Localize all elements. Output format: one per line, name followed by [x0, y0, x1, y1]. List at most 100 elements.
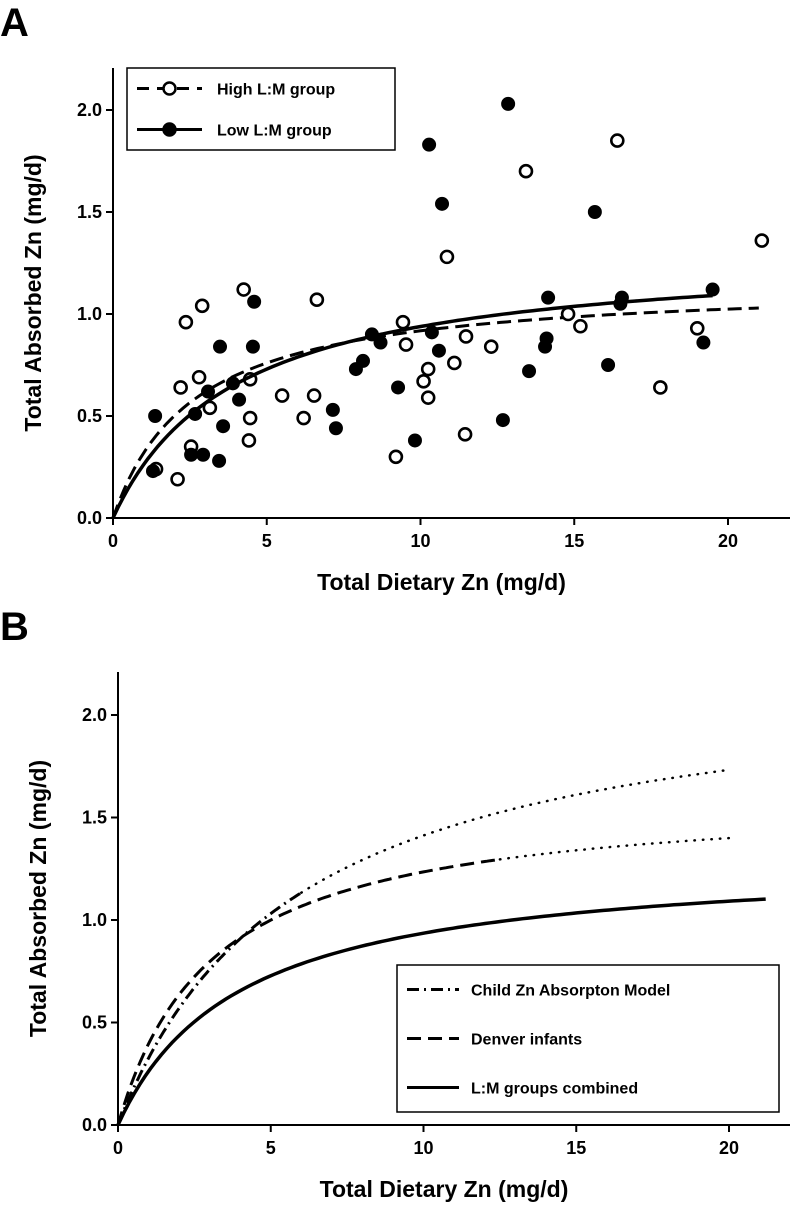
data-point-high-lm: [689, 320, 705, 336]
x-tick-label: 20: [718, 531, 738, 551]
panel-b: B 0 5 10 15 20 0.0 0.5 1.0 1.5 2.0 Total Dietary Zn…: [0, 605, 790, 1202]
data-point-low-lm: [184, 447, 199, 462]
panel-label: B: [0, 605, 29, 649]
data-point-low-lm: [232, 392, 247, 407]
y-tick-label: 0.5: [77, 406, 102, 426]
data-point-low-lm: [705, 282, 720, 297]
x-tick-label: 15: [566, 1138, 586, 1158]
data-point-low-lm: [424, 325, 439, 340]
data-point-high-lm: [754, 233, 770, 248]
data-point-high-lm: [309, 292, 325, 308]
data-point-high-lm: [306, 388, 322, 403]
fit-curve-extrapolated-0: [300, 768, 731, 894]
data-point-low-lm: [587, 205, 602, 219]
y-tick-label: 0.5: [82, 1013, 107, 1033]
data-point-low-lm: [225, 376, 240, 391]
data-point-low-lm: [196, 447, 211, 462]
data-point-high-lm: [420, 361, 436, 377]
x-tick-label: 5: [266, 1138, 276, 1158]
y-tick-label: 1.5: [82, 808, 107, 828]
y-tick-label: 0.0: [82, 1115, 107, 1135]
x-tick-label: 0: [113, 1138, 123, 1158]
data-point-high-lm: [518, 163, 534, 179]
y-tick-label: 1.5: [77, 202, 102, 222]
fit-curve-extrapolated-1: [498, 836, 731, 861]
data-point-high-lm: [170, 471, 185, 487]
data-point-high-lm: [457, 427, 473, 442]
data-point-high-lm: [447, 355, 462, 371]
data-point-low-lm: [325, 402, 340, 417]
data-point-high-lm: [194, 298, 210, 314]
data-point-low-lm: [216, 419, 231, 434]
data-point-low-lm: [696, 335, 711, 350]
data-point-high-lm: [420, 390, 436, 405]
data-point-high-lm: [560, 306, 576, 322]
y-tick-label: 2.0: [82, 705, 107, 725]
y-tick-label: 1.0: [77, 304, 102, 324]
data-point-high-lm: [242, 410, 258, 426]
data-point-low-lm: [407, 433, 422, 448]
data-point-low-lm: [522, 364, 537, 379]
data-point-high-lm: [458, 329, 474, 344]
y-tick-label: 2.0: [77, 100, 102, 120]
data-point-high-lm: [274, 388, 290, 403]
data-point-high-lm: [573, 318, 588, 334]
data-point-low-lm: [364, 327, 379, 342]
legend-label: High L:M group: [217, 82, 335, 99]
data-point-low-lm: [422, 137, 437, 152]
data-point-low-lm: [538, 339, 553, 354]
y-axis-title: Total Absorbed Zn (mg/d): [25, 760, 51, 1037]
x-tick-label: 5: [262, 531, 272, 551]
data-point-low-lm: [431, 343, 446, 358]
legend-label: Child Zn Absorpton Model: [471, 983, 670, 1000]
legend-marker: [162, 81, 177, 96]
data-point-high-lm: [296, 410, 311, 426]
y-axis-title: Total Absorbed Zn (mg/d): [20, 154, 46, 431]
x-tick-label: 10: [413, 1138, 433, 1158]
legend: High L:M group Low L:M group: [126, 67, 396, 151]
data-point-high-lm: [416, 374, 431, 389]
legend-box: [396, 964, 780, 1113]
data-point-low-lm: [212, 453, 227, 468]
data-point-low-lm: [501, 96, 516, 111]
data-point-low-lm: [435, 196, 450, 211]
legend: Child Zn Absorpton Model Denver infants L:…: [396, 964, 780, 1113]
legend-label: L:M groups combined: [471, 1081, 638, 1098]
data-point-low-lm: [245, 339, 260, 354]
x-axis-title: Total Dietary Zn (mg/d): [317, 569, 566, 595]
y-tick-label: 0.0: [77, 508, 102, 528]
x-axis-title: Total Dietary Zn (mg/d): [320, 1176, 569, 1202]
data-point-high-lm: [241, 433, 257, 448]
legend-label: Denver infants: [471, 1032, 582, 1049]
data-point-high-lm: [173, 380, 188, 395]
data-point-high-lm: [395, 314, 411, 330]
data-point-low-lm: [601, 358, 616, 372]
data-point-low-lm: [328, 421, 343, 436]
data-point-high-lm: [609, 133, 625, 148]
data-point-low-lm: [213, 339, 228, 354]
data-point-high-lm: [483, 339, 499, 354]
data-point-low-lm: [613, 296, 628, 311]
legend-marker: [162, 122, 177, 137]
data-point-low-lm: [541, 290, 556, 305]
data-point-high-lm: [178, 314, 194, 330]
data-point-high-lm: [398, 337, 414, 352]
panel-label: A: [0, 1, 29, 45]
data-point-low-lm: [373, 335, 388, 350]
x-tick-label: 10: [410, 531, 430, 551]
data-point-low-lm: [201, 384, 216, 399]
data-point-high-lm: [388, 449, 404, 465]
data-point-low-lm: [495, 413, 510, 428]
data-point-low-lm: [148, 409, 163, 423]
data-point-low-lm: [348, 362, 363, 377]
panel-a: A 0 5 10 15 20 0.0 0.5 1.0 1.5 2.0 Total Dietary Zn…: [0, 1, 790, 595]
x-tick-label: 15: [564, 531, 584, 551]
fit-curve-2: [116, 897, 766, 1126]
fit-curve-1: [111, 293, 713, 519]
data-point-high-lm: [191, 369, 207, 385]
y-tick-label: 1.0: [82, 910, 107, 930]
data-point-high-lm: [439, 249, 455, 265]
data-point-high-lm: [653, 380, 668, 395]
data-point-low-lm: [188, 406, 203, 421]
